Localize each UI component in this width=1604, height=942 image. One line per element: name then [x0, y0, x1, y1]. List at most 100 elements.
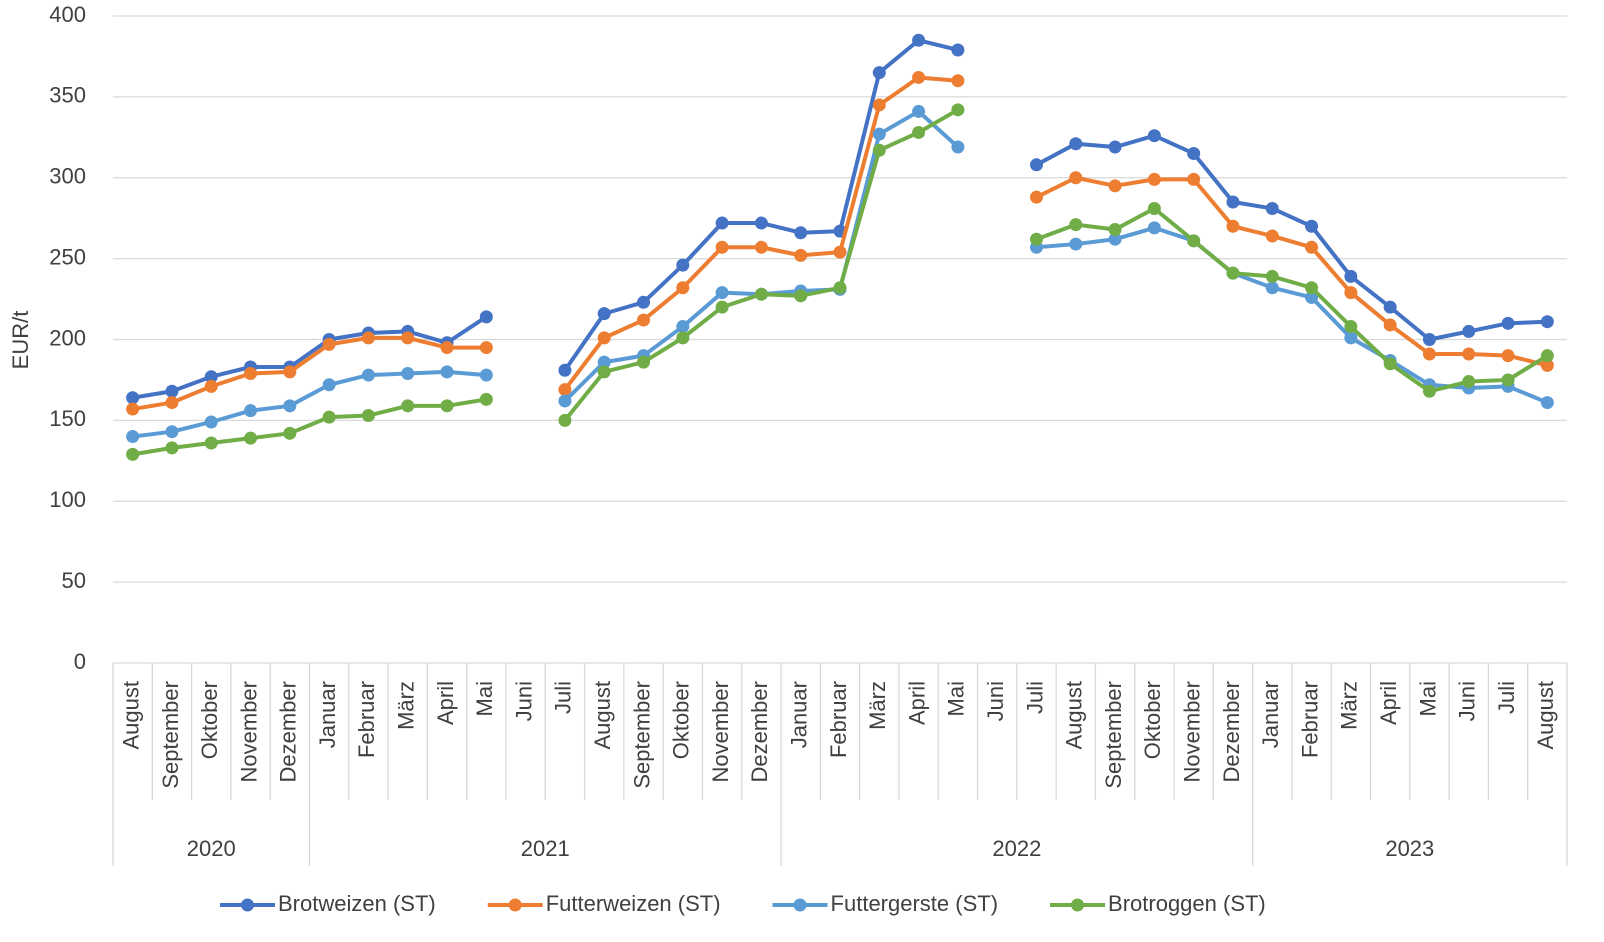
legend-marker: [793, 898, 807, 912]
data-point: [715, 216, 729, 230]
y-tick-label: 300: [49, 164, 86, 189]
x-tick-label: Januar: [315, 681, 340, 748]
data-point: [754, 240, 768, 254]
data-point: [1383, 318, 1397, 332]
data-point: [165, 441, 179, 455]
data-point: [558, 363, 572, 377]
data-point: [1540, 315, 1554, 329]
data-point: [1069, 137, 1083, 151]
data-point: [754, 216, 768, 230]
x-tick-label: Juni: [1455, 681, 1480, 721]
data-point: [1147, 172, 1161, 186]
data-point: [401, 399, 415, 413]
y-tick-label: 50: [62, 568, 86, 593]
data-point: [322, 378, 336, 392]
data-point: [715, 286, 729, 300]
data-point: [637, 313, 651, 327]
data-point: [1540, 358, 1554, 372]
data-point: [1108, 223, 1122, 237]
x-tick-label: August: [1533, 681, 1558, 750]
data-point: [1108, 232, 1122, 246]
data-point: [1108, 179, 1122, 193]
data-point: [440, 399, 454, 413]
x-tick-label: April: [904, 681, 929, 725]
x-tick-label: Januar: [787, 681, 812, 748]
group-label: 2020: [187, 836, 236, 861]
data-point: [361, 331, 375, 345]
data-point: [637, 355, 651, 369]
x-tick-label: Januar: [1258, 681, 1283, 748]
data-point: [1422, 333, 1436, 346]
data-point: [126, 391, 140, 405]
data-point: [479, 368, 493, 382]
data-point: [204, 370, 218, 384]
data-point: [479, 310, 493, 324]
legend-marker: [1071, 898, 1085, 912]
data-point: [1462, 347, 1476, 361]
data-point: [1187, 234, 1201, 248]
data-point: [951, 43, 965, 57]
group-label: 2022: [992, 836, 1041, 861]
data-point: [1265, 281, 1279, 295]
x-tick-label: Februar: [354, 681, 379, 758]
data-point: [204, 415, 218, 429]
data-point: [1147, 201, 1161, 215]
data-point: [597, 365, 611, 379]
data-point: [1029, 190, 1043, 204]
x-tick-label: März: [394, 681, 419, 730]
x-tick-label: September: [629, 681, 654, 789]
data-point: [833, 281, 847, 295]
data-point: [794, 248, 808, 262]
data-point: [1305, 281, 1319, 295]
data-point: [1226, 219, 1240, 233]
data-point: [165, 425, 179, 439]
x-tick-label: März: [865, 681, 890, 730]
data-point: [1422, 347, 1436, 361]
data-point: [479, 341, 493, 355]
x-tick-label: Dezember: [1219, 681, 1244, 782]
data-point: [1029, 158, 1043, 172]
data-point: [401, 331, 415, 345]
data-point: [244, 431, 258, 445]
data-point: [1187, 146, 1201, 160]
x-tick-label: April: [1376, 681, 1401, 725]
legend-label: Brotweizen (ST): [278, 891, 436, 916]
data-point: [1069, 237, 1083, 251]
y-tick-label: 0: [74, 649, 86, 674]
data-point: [401, 366, 415, 380]
x-tick-label: Februar: [826, 681, 851, 758]
x-tick-label: November: [236, 681, 261, 782]
data-point: [283, 365, 297, 379]
data-point: [1029, 232, 1043, 246]
data-point: [165, 384, 179, 398]
data-point: [322, 410, 336, 424]
data-point: [1344, 286, 1358, 300]
x-tick-label: Oktober: [669, 681, 694, 759]
data-point: [283, 399, 297, 413]
data-point: [872, 143, 886, 157]
x-tick-label: August: [590, 681, 615, 750]
data-point: [794, 289, 808, 303]
y-tick-label: 250: [49, 244, 86, 269]
x-tick-label: September: [1101, 681, 1126, 789]
data-point: [1344, 331, 1358, 345]
data-point: [951, 74, 965, 88]
data-point: [1344, 320, 1358, 334]
x-tick-label: Juli: [1022, 681, 1047, 714]
x-tick-label: Februar: [1297, 681, 1322, 758]
data-point: [1305, 219, 1319, 233]
data-point: [872, 127, 886, 141]
x-tick-label: Dezember: [276, 681, 301, 782]
group-label: 2023: [1385, 836, 1434, 861]
data-point: [1265, 201, 1279, 215]
data-point: [440, 365, 454, 379]
x-tick-label: April: [433, 681, 458, 725]
data-point: [126, 430, 140, 444]
data-point: [1226, 266, 1240, 280]
data-point: [951, 140, 965, 154]
data-point: [244, 366, 258, 380]
legend-label: Futterweizen (ST): [546, 891, 721, 916]
data-point: [676, 320, 690, 334]
